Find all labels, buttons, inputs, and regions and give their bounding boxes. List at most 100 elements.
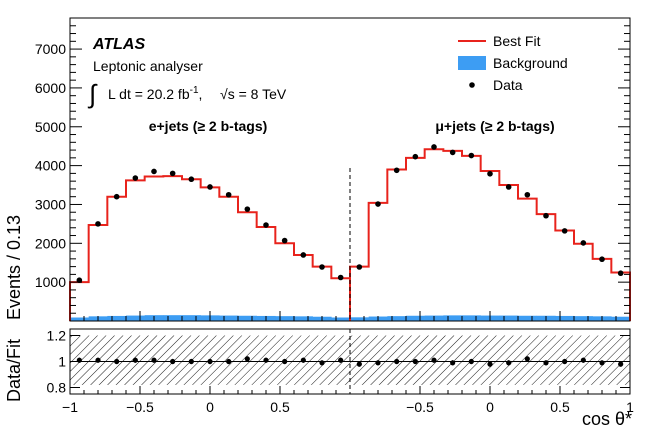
data-point — [169, 170, 176, 177]
background-bin — [499, 315, 519, 321]
data-marker-swatch — [469, 82, 475, 88]
background-bin — [163, 315, 183, 321]
y-tick-label: 1000 — [35, 274, 66, 290]
data-point — [225, 191, 232, 198]
x-axis-title: cos θ* — [582, 409, 632, 429]
legend-label-background: Background — [493, 55, 568, 71]
analysis-label: Leptonic analyser — [93, 58, 203, 74]
data-point — [113, 193, 120, 200]
data-point — [151, 168, 157, 175]
data-point — [524, 191, 531, 198]
background-bin — [238, 315, 257, 321]
ratio-point — [468, 358, 474, 365]
ratio-point — [506, 360, 512, 366]
data-point — [487, 170, 493, 177]
ratio-panel: 0.8 1 1.2 −1 −0.5 0 0.5 −0.5 0 0.5 1 — [47, 328, 635, 416]
x-tick-label: −0.5 — [406, 399, 434, 415]
data-point — [95, 221, 101, 227]
ratio-x-axis: −1 −0.5 0 0.5 −0.5 0 0.5 1 — [62, 386, 634, 415]
legend-entry-data: Data — [469, 77, 523, 93]
x-tick-label: 0 — [486, 399, 494, 415]
ratio-point — [599, 360, 605, 366]
data-point — [356, 264, 363, 270]
ratio-point — [431, 357, 437, 363]
ratio-point — [618, 361, 624, 367]
x-tick-label: 1 — [626, 399, 634, 415]
data-point — [188, 176, 195, 183]
atlas-label: ATLAS — [92, 36, 145, 53]
ratio-y-axis-title: Data/Fit — [4, 339, 24, 402]
ratio-point — [114, 358, 120, 365]
ratio-point — [375, 360, 381, 366]
energy-label: √s = 8 TeV — [220, 86, 287, 102]
data-point — [244, 206, 251, 212]
background-bin — [126, 315, 145, 321]
ratio-point — [394, 358, 400, 365]
y-tick-label: 3000 — [35, 196, 66, 212]
ratio-point — [170, 358, 176, 365]
data-point — [561, 228, 568, 234]
ratio-y-tick-label: 1.2 — [47, 328, 67, 344]
background-bin — [462, 315, 481, 321]
ratio-y-tick-label: 0.8 — [47, 380, 67, 396]
legend: Best Fit Background Data — [458, 33, 568, 93]
main-panel: 1000 2000 3000 4000 5000 6000 7000 — [35, 17, 631, 322]
legend-entry-background: Background — [458, 55, 568, 71]
background-bin — [443, 315, 463, 321]
main-frame — [69, 17, 631, 322]
data-point — [375, 201, 381, 207]
data-point — [468, 152, 475, 159]
x-tick-label: −0.5 — [126, 399, 154, 415]
ratio-point — [543, 360, 549, 366]
main-y-axis: 1000 2000 3000 4000 5000 6000 7000 — [35, 25, 630, 314]
legend-label-data: Data — [493, 77, 523, 93]
x-tick-label: 0.5 — [270, 399, 290, 415]
y-axis-title: Events / 0.13 — [4, 215, 24, 320]
x-tick-label: 0 — [206, 399, 214, 415]
background-bin — [275, 316, 295, 321]
legend-entry-best-fit: Best Fit — [458, 33, 541, 49]
data-point — [300, 252, 307, 258]
data-point — [281, 237, 288, 244]
y-tick-label: 6000 — [35, 80, 66, 96]
legend-label-best-fit: Best Fit — [493, 33, 541, 49]
data-point — [263, 222, 269, 228]
ratio-point — [356, 361, 362, 367]
main-x-ticks — [69, 311, 631, 321]
ratio-point — [524, 356, 530, 362]
channel-label-mujets: μ+jets (≥ 2 b-tags) — [435, 118, 554, 134]
background-bin — [555, 315, 575, 321]
background-bin — [294, 316, 313, 321]
x-tick-label: −1 — [62, 399, 78, 415]
data-points — [76, 144, 624, 284]
data-point — [599, 256, 605, 263]
ratio-point — [188, 358, 194, 365]
y-tick-label: 2000 — [35, 235, 66, 251]
background-bin — [107, 315, 127, 321]
background-bin — [70, 317, 89, 321]
ratio-point — [562, 358, 568, 365]
atlas-label-block: ATLAS Leptonic analyser ∫ L dt = 20.2 fb… — [87, 36, 555, 134]
background-bin — [387, 316, 407, 321]
y-tick-label: 4000 — [35, 158, 66, 174]
background-swatch — [458, 56, 486, 70]
data-point — [505, 184, 512, 190]
y-tick-label: 7000 — [35, 41, 66, 57]
data-point — [580, 240, 587, 246]
data-point — [431, 144, 437, 150]
ratio-point — [282, 358, 288, 365]
ratio-point — [132, 357, 138, 363]
ratio-point — [319, 360, 325, 366]
background-bin — [350, 317, 369, 321]
integral-sign: ∫ — [87, 79, 98, 109]
y-tick-label: 5000 — [35, 119, 66, 135]
background-bin — [611, 316, 631, 321]
ratio-point — [95, 357, 101, 363]
ratio-point — [76, 357, 82, 363]
best-fit-channel-step — [69, 175, 351, 321]
data-point — [412, 153, 419, 160]
luminosity-label: L dt = 20.2 fb-1, — [108, 85, 202, 102]
data-point — [543, 212, 549, 219]
background-bin — [406, 315, 425, 321]
